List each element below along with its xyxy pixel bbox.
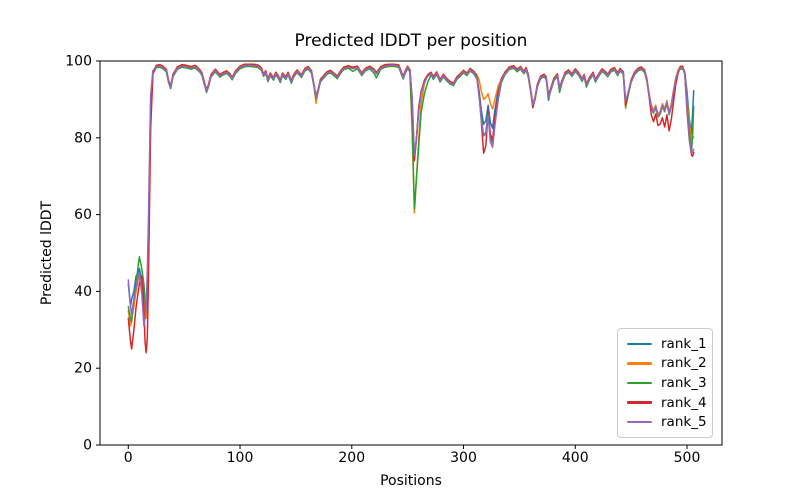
x-tick-label: 200 bbox=[338, 450, 365, 466]
y-tick-label: 100 bbox=[65, 54, 92, 70]
x-tick-label: 300 bbox=[450, 450, 477, 466]
y-tick-label: 60 bbox=[74, 207, 92, 223]
legend-entry-rank-2: rank_2 bbox=[627, 354, 707, 374]
series-line-rank_3 bbox=[127, 65, 695, 323]
legend-label: rank_1 bbox=[661, 335, 707, 352]
y-tick-label: 40 bbox=[74, 284, 92, 300]
x-tick-label: 500 bbox=[674, 450, 701, 466]
legend-line-swatch bbox=[627, 420, 652, 424]
legend-label: rank_2 bbox=[661, 355, 707, 372]
legend-entry-rank-5: rank_5 bbox=[627, 412, 707, 432]
x-tick-label: 0 bbox=[124, 450, 133, 466]
y-tick-label: 80 bbox=[74, 130, 92, 146]
x-axis-label: Positions bbox=[380, 473, 442, 489]
legend-line-swatch bbox=[627, 342, 652, 346]
y-tick-label: 0 bbox=[83, 438, 92, 454]
x-tick-label: 100 bbox=[227, 450, 254, 466]
series-line-rank_5 bbox=[127, 64, 695, 327]
y-axis-label: Predicted lDDT bbox=[39, 200, 55, 306]
legend-label: rank_5 bbox=[661, 414, 707, 431]
axes-spines bbox=[99, 60, 723, 446]
legend: rank_1 rank_2 rank_3 rank_4 rank_5 bbox=[617, 328, 713, 438]
legend-line-swatch bbox=[627, 362, 652, 365]
legend-line-swatch bbox=[627, 381, 652, 385]
x-tick-label: 400 bbox=[562, 450, 589, 466]
y-tick-label: 20 bbox=[74, 361, 92, 377]
legend-label: rank_4 bbox=[661, 394, 707, 411]
legend-label: rank_3 bbox=[661, 374, 707, 391]
chart-title: Predicted lDDT per position bbox=[294, 31, 528, 51]
legend-entry-rank-4: rank_4 bbox=[627, 393, 707, 413]
legend-entry-rank-3: rank_3 bbox=[627, 373, 707, 393]
legend-line-swatch bbox=[627, 401, 652, 404]
legend-entry-rank-1: rank_1 bbox=[627, 334, 707, 354]
